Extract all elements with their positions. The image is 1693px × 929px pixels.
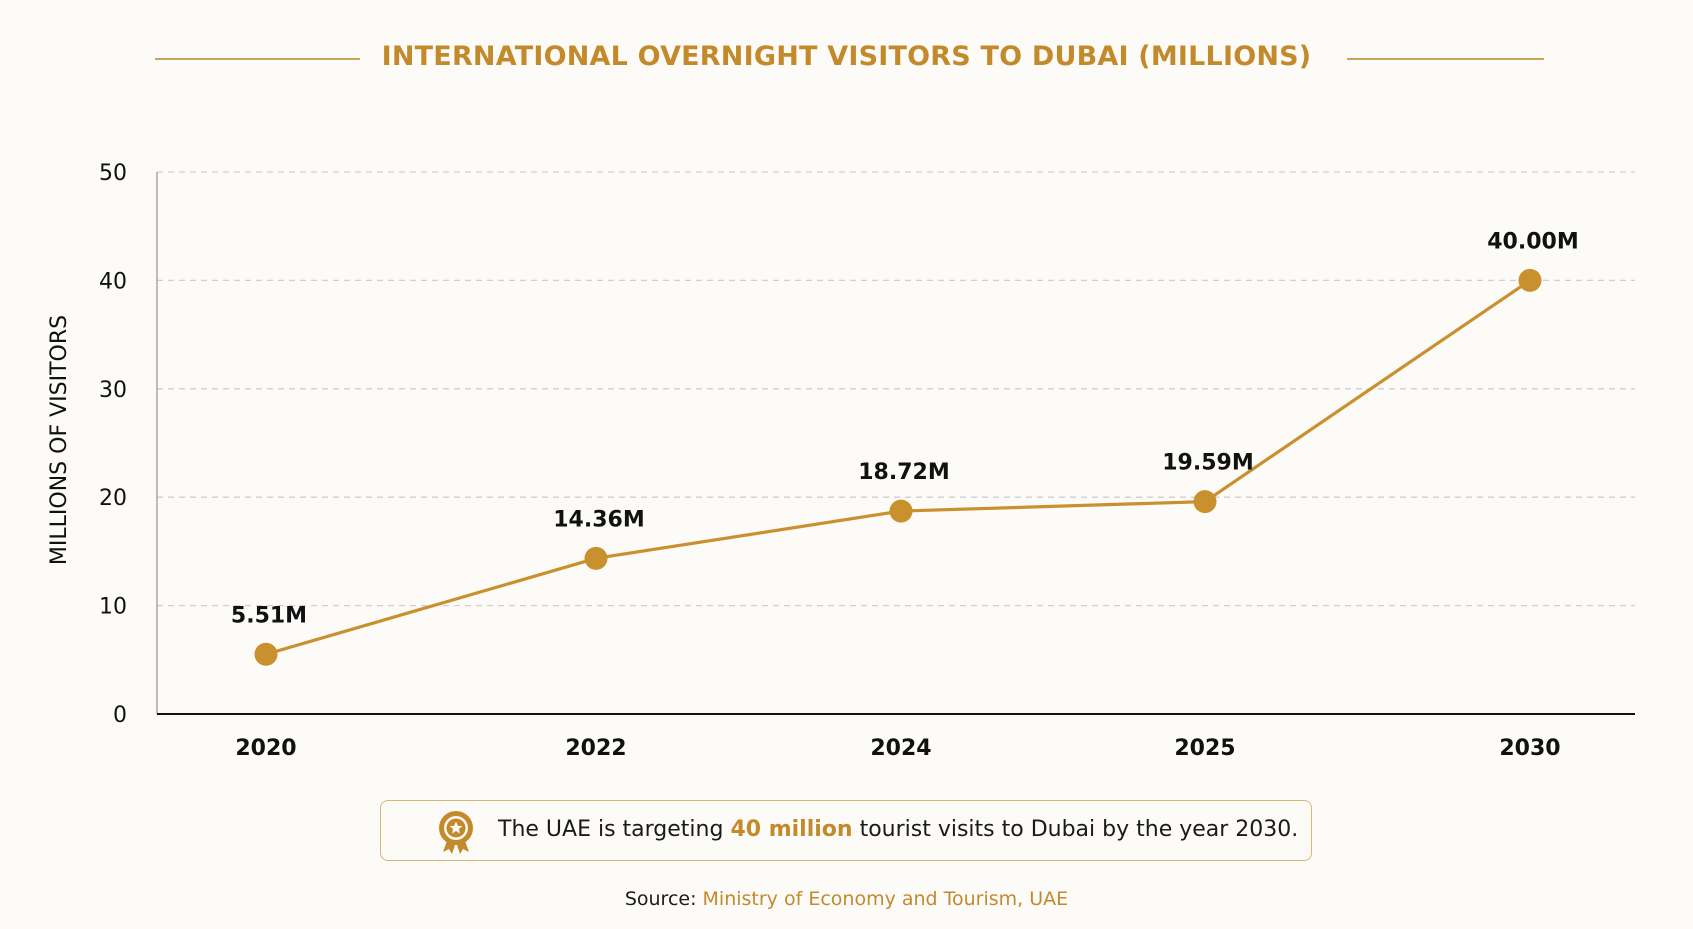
data-point [1518,268,1542,292]
callout-highlight: 40 million [730,817,853,842]
source-organization: Ministry of Economy and Tourism, UAE [702,888,1069,910]
callout-prefix: The UAE is targeting [498,817,731,842]
data-label: 14.36M [553,507,644,532]
x-tick-label: 2024 [870,736,931,761]
award-medal-icon [439,811,473,854]
data-point [584,546,608,570]
chart-title: INTERNATIONAL OVERNIGHT VISITORS TO DUBA… [381,41,1312,72]
x-tick-label: 2020 [235,736,296,761]
data-label: 40.00M [1487,229,1578,254]
x-tick-label: 2022 [565,736,626,761]
y-tick-label: 10 [99,595,127,620]
y-tick-label: 0 [113,703,127,728]
data-labels: 5.51M 14.36M 18.72M 19.59M 40.00M [231,229,1579,628]
y-axis-label: MILLIONS OF VISITORS [47,315,72,565]
y-axis-ticks: 0 10 20 30 40 50 [99,161,127,728]
x-tick-label: 2030 [1499,736,1560,761]
data-point [1193,490,1217,514]
title-rule-left [155,58,360,60]
source-line: Source: Ministry of Economy and Tourism,… [0,888,1693,910]
y-tick-label: 50 [99,161,127,186]
data-label: 5.51M [231,603,307,628]
data-point [254,642,278,666]
x-tick-label: 2025 [1174,736,1235,761]
y-tick-label: 20 [99,486,127,511]
callout-text: The UAE is targeting 40 million tourist … [498,801,1298,859]
title-rule-right [1347,58,1544,60]
data-label: 18.72M [858,460,949,485]
y-tick-label: 40 [99,269,127,294]
chart-title-bar: INTERNATIONAL OVERNIGHT VISITORS TO DUBA… [0,38,1693,82]
source-label: Source: [624,888,703,910]
x-axis-ticks: 2020 2022 2024 2025 2030 [235,736,1560,761]
data-point [889,499,913,523]
data-label: 19.59M [1162,451,1253,476]
gridlines [157,171,1635,607]
target-callout: The UAE is targeting 40 million tourist … [380,800,1312,861]
y-tick-label: 30 [99,378,127,403]
data-points [254,268,1542,666]
callout-suffix: tourist visits to Dubai by the year 2030… [852,817,1299,842]
